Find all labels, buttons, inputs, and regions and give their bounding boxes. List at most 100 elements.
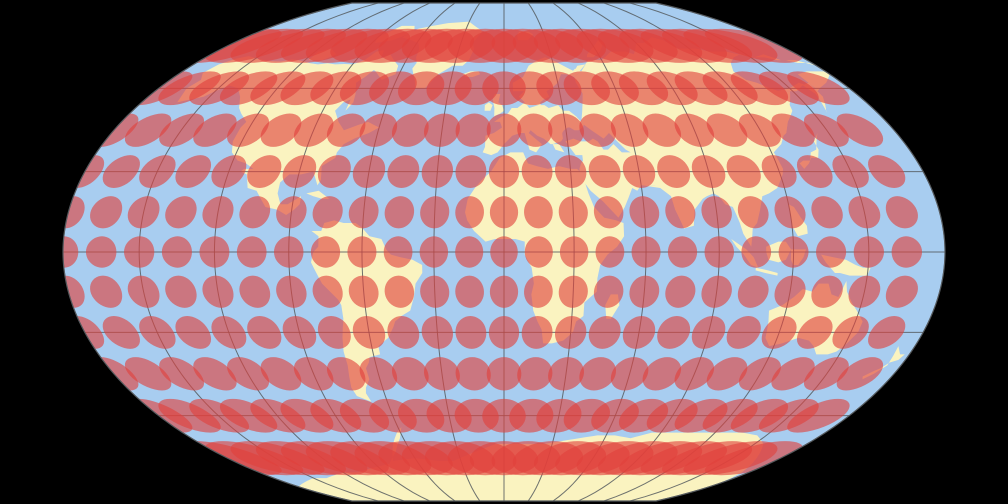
tissot-indicatrix--45-30	[548, 357, 584, 391]
tissot-indicatrix--15--135	[165, 275, 197, 308]
tissot-indicatrix-0--90	[273, 236, 304, 268]
tissot-indicatrix--45--135	[193, 357, 237, 391]
tissot-indicatrix-15-75	[665, 196, 696, 229]
tissot-indicatrix-30--150	[139, 155, 176, 188]
map-body	[62, 2, 946, 502]
tissot-indicatrix-15-60	[629, 196, 660, 229]
tissot-indicatrix--15--165	[90, 275, 123, 308]
tissot-indicatrix-45-0	[486, 113, 522, 147]
tissot-indicatrix-45--165	[124, 113, 172, 147]
tissot-indicatrix-0-120	[778, 236, 809, 268]
tissot-indicatrix--30--45	[387, 316, 420, 349]
tissot-indicatrix--30-135	[796, 316, 833, 349]
tissot-indicatrix-60--165	[158, 71, 221, 106]
tissot-indicatrix--30-90	[691, 316, 726, 349]
tissot-indicatrix-0-90	[704, 236, 735, 268]
tissot-indicatrix-45--180	[100, 113, 139, 147]
tissot-indicatrix-45-135	[771, 113, 815, 147]
tissot-indicatrix--30-120	[761, 316, 797, 349]
tissot-indicatrix-15--165	[90, 196, 123, 229]
tissot-indicatrix-45-120	[738, 113, 781, 147]
tissot-indicatrix--45-60	[610, 357, 649, 391]
tissot-indicatrix--30--30	[421, 316, 454, 349]
tissot-indicatrix--60-135	[730, 398, 789, 433]
tissot-indicatrix-0--135	[161, 236, 192, 268]
tissot-indicatrix-15--120	[202, 196, 234, 229]
tissot-indicatrix-15-30	[558, 196, 588, 229]
tissot-indicatrix-30-30	[554, 155, 587, 188]
tissot-indicatrix-30--105	[247, 155, 282, 188]
tissot-indicatrix--45-75	[642, 357, 682, 391]
tissot-indicatrix-0--150	[124, 236, 155, 268]
tissot-indicatrix-60--150	[189, 71, 250, 106]
tissot-indicatrix-0-150	[853, 236, 884, 268]
tissot-indicatrix--45-90	[674, 357, 715, 391]
tissot-indicatrix-45-15	[517, 113, 553, 147]
tissot-indicatrix-0--105	[236, 236, 267, 268]
tissot-indicatrix-15-15	[524, 196, 553, 229]
tissot-indicatrix-0-135	[816, 236, 847, 268]
tissot-indicatrix-45-45	[579, 113, 617, 147]
tissot-indicatrix--30--75	[317, 316, 351, 349]
tissot-indicatrix-0-75	[667, 236, 698, 268]
land-new-zealand	[862, 346, 905, 380]
tissot-indicatrix-60--120	[250, 71, 306, 106]
tissot-indicatrix-30-150	[832, 155, 869, 188]
tissot-indicatrix--60--120	[250, 398, 306, 433]
tissot-indicatrix-30-120	[761, 155, 797, 188]
tissot-indicatrix--30-150	[832, 316, 869, 349]
tissot-indicatrix--15-120	[774, 275, 806, 308]
tissot-indicatrix--30--60	[352, 316, 386, 349]
tissot-indicatrix-30-90	[691, 155, 726, 188]
tissot-indicatrix-15--75	[312, 196, 343, 229]
tissot-indicatrix-15--15	[455, 196, 484, 229]
tissot-indicatrix-0-45	[595, 236, 625, 268]
tissot-indicatrix--75-165	[704, 441, 803, 476]
tissot-indicatrix-0--30	[419, 236, 449, 268]
tissot-indicatrix--60-165	[787, 398, 850, 433]
tissot-indicatrix-75-165	[704, 28, 803, 63]
tissot-indicatrix-45--60	[359, 113, 398, 147]
tissot-indicatrix-60-120	[702, 71, 758, 106]
tissot-indicatrix-0-105	[741, 236, 772, 268]
tissot-indicatrix--45-45	[579, 357, 617, 391]
tissot-indicatrix--15--60	[348, 275, 379, 308]
tissot-indicatrix--45--15	[455, 357, 491, 391]
tissot-indicatrix-60-150	[758, 71, 819, 106]
tissot-indicatrix-30-60	[622, 155, 656, 188]
tissot-indicatrix--30--150	[139, 316, 176, 349]
tissot-indicatrix--30--15	[455, 316, 487, 349]
tissot-indicatrix-15--135	[165, 196, 197, 229]
tissot-indicatrix--45--150	[159, 357, 205, 391]
tissot-indicatrix--15-105	[737, 275, 769, 308]
tissot-indicatrix-0-60	[631, 236, 661, 268]
tissot-indicatrix--15--150	[127, 275, 160, 308]
tissot-indicatrix-30--90	[282, 155, 317, 188]
tissot-indicatrix--15-135	[811, 275, 843, 308]
tissot-indicatrix-0--60	[347, 236, 377, 268]
tissot-indicatrix--15--180	[64, 275, 85, 308]
tissot-indicatrix--15-30	[558, 275, 588, 308]
tissot-indicatrix-30-75	[657, 155, 691, 188]
tissot-indicatrix-15--180	[64, 196, 85, 229]
tissot-indicatrix--30-75	[657, 316, 691, 349]
tissot-indicatrices	[63, 28, 923, 476]
tissot-indicatrix--45--180	[100, 357, 139, 391]
tissot-indicatrix--30-165	[868, 316, 906, 349]
tissot-indicatrix--45-165	[836, 357, 884, 391]
tissot-indicatrix-45--15	[455, 113, 491, 147]
tissot-indicatrix-45--150	[159, 113, 205, 147]
tissot-indicatrix-15-105	[737, 196, 769, 229]
tissot-indicatrix-45-75	[642, 113, 682, 147]
tissot-indicatrix--45-120	[738, 357, 781, 391]
tissot-indicatrix-60--135	[219, 71, 278, 106]
tissot-indicatrix--30--120	[211, 316, 247, 349]
tissot-indicatrix-30--180	[76, 155, 105, 188]
tissot-indicatrix--30--90	[282, 316, 317, 349]
tissot-indicatrix--45--165	[124, 357, 172, 391]
tissot-indicatrix--15-90	[701, 275, 732, 308]
tissot-indicatrix-15-0	[489, 196, 519, 229]
tissot-indicatrix-15-90	[701, 196, 732, 229]
tissot-indicatrix--45-135	[771, 357, 815, 391]
tissot-indicatrix-0--45	[383, 236, 413, 268]
